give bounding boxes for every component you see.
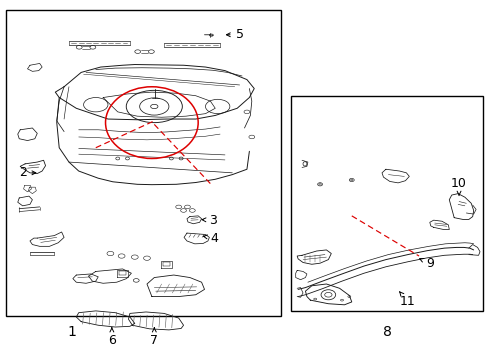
Text: 3: 3 [202, 214, 216, 227]
Text: 4: 4 [203, 231, 218, 244]
Text: 2: 2 [19, 166, 36, 179]
Text: 10: 10 [450, 177, 466, 196]
Text: 9: 9 [419, 257, 433, 270]
Bar [5, 10, 281, 316]
Text: 5: 5 [226, 28, 243, 41]
Bar [290, 96, 483, 311]
Text: 6: 6 [108, 328, 116, 347]
Text: 7: 7 [150, 328, 158, 347]
Text: 8: 8 [382, 325, 391, 339]
Text: 1: 1 [67, 325, 76, 339]
Text: 11: 11 [399, 292, 415, 308]
